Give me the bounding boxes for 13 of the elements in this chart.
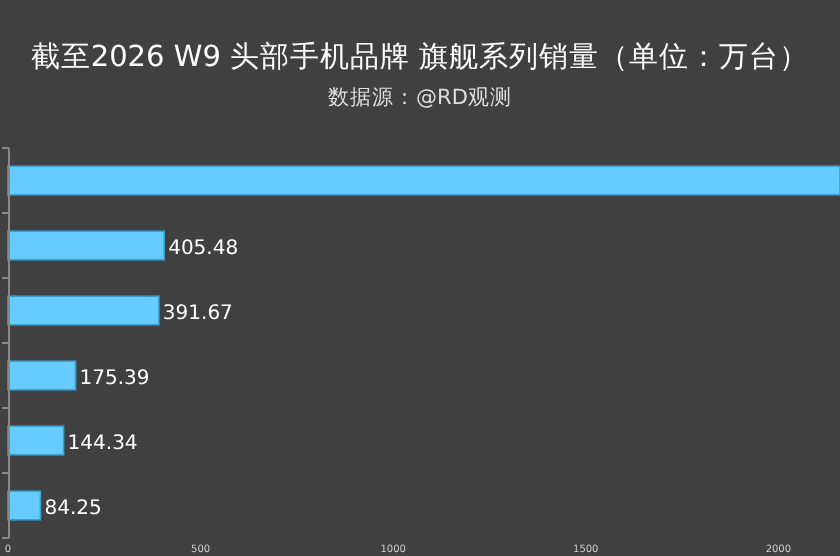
bar — [7, 425, 65, 456]
bar — [7, 295, 160, 326]
chart-title: 截至2026 W9 头部手机品牌 旗舰系列销量（单位：万台） — [30, 40, 810, 74]
bar — [7, 230, 165, 261]
data-label: 175.39 — [79, 367, 150, 390]
data-label: 405.48 — [168, 237, 239, 260]
bar — [7, 165, 840, 196]
bar — [7, 490, 42, 521]
data-label: 84.25 — [44, 497, 102, 520]
bar — [7, 360, 77, 391]
chart-subtitle: 数据源：@RD观测 — [328, 86, 512, 110]
data-label: 391.67 — [162, 302, 233, 325]
data-label: 144.34 — [67, 432, 138, 455]
